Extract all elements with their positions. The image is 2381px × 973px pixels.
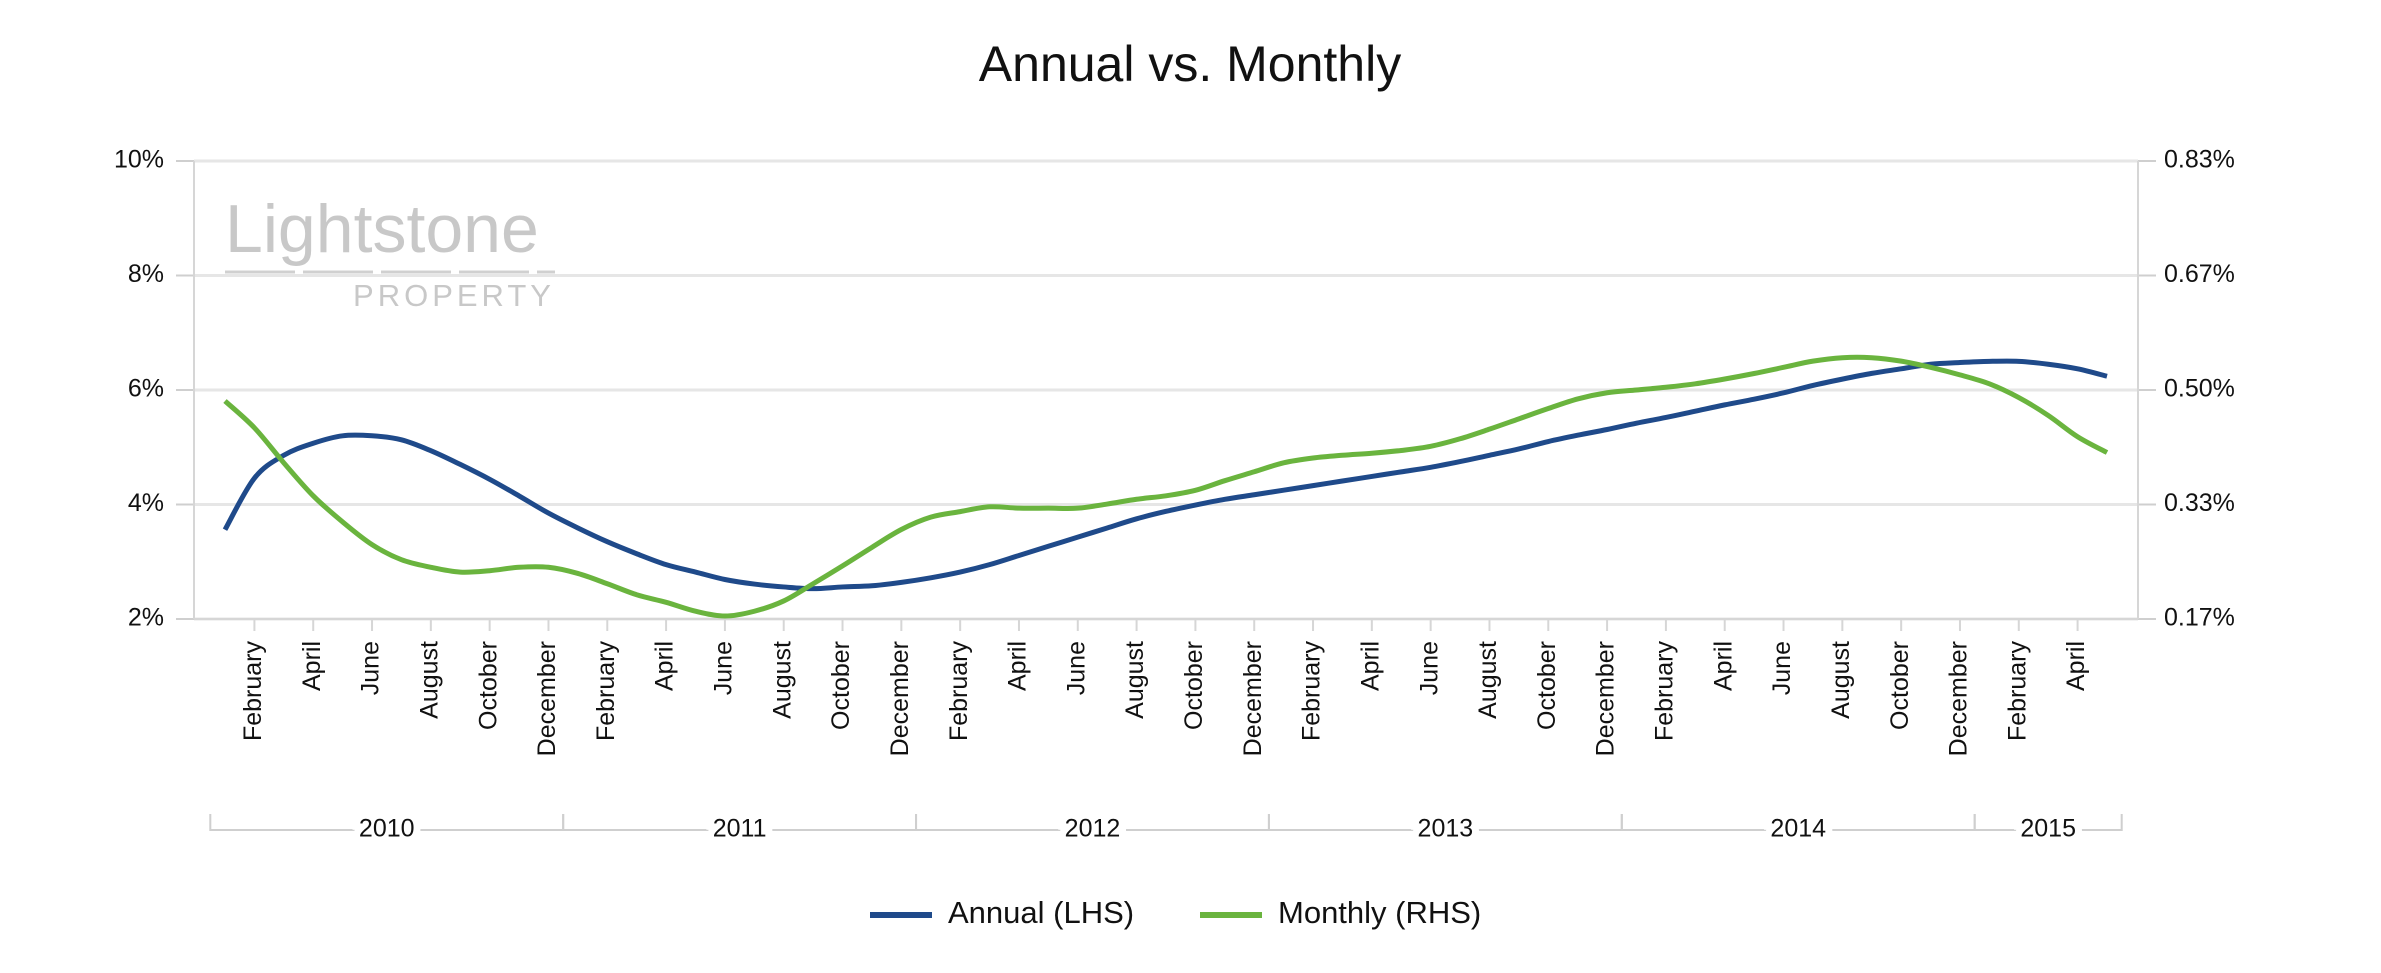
y-tick-label: 10% (114, 146, 164, 174)
x-tick-label: October (827, 641, 855, 730)
x-tick-label: October (1533, 641, 1561, 730)
x-tick-label: June (1415, 641, 1443, 695)
x-tick-label: June (1062, 641, 1090, 695)
watermark: Lightstone (225, 191, 539, 267)
x-tick-label: October (1180, 641, 1208, 730)
x-tick-label: August (1121, 641, 1149, 719)
x-tick-label: December (1592, 641, 1620, 756)
x-tick-label: June (357, 641, 385, 695)
x-tick-label: April (651, 641, 679, 691)
x-tick-label: February (1651, 641, 1679, 742)
y-tick-label: 8% (128, 260, 164, 288)
legend-label: Annual (LHS) (948, 895, 1134, 930)
y-tick-label: 6% (128, 375, 164, 403)
x-tick-label: August (1827, 641, 1855, 719)
x-tick-label: April (1356, 641, 1384, 691)
group-bracket (1973, 814, 2123, 831)
y2-tick-label: 0.67% (2164, 260, 2235, 288)
x-tick-label: December (1239, 641, 1267, 756)
legend-label: Monthly (RHS) (1278, 895, 1481, 930)
x-group-label: 2013 (1418, 815, 1474, 843)
x-tick-label: December (1945, 641, 1973, 756)
x-group-label: 2015 (2020, 815, 2076, 843)
x-tick-label: February (2003, 641, 2031, 742)
y-tick-label: 2% (128, 604, 164, 632)
x-tick-label: December (533, 641, 561, 756)
x-tick-label: October (1886, 641, 1914, 730)
y-tick-label: 4% (128, 489, 164, 517)
x-tick-label: October (474, 641, 502, 730)
x-group-label: 2012 (1065, 815, 1121, 843)
x-group-label: 2010 (359, 815, 415, 843)
y2-tick-label: 0.83% (2164, 146, 2235, 174)
x-tick-label: February (239, 641, 267, 742)
y2-tick-label: 0.50% (2164, 375, 2235, 403)
x-tick-label: June (1768, 641, 1796, 695)
y2-tick-label: 0.33% (2164, 489, 2235, 517)
x-tick-label: August (1474, 641, 1502, 719)
x-tick-label: April (1004, 641, 1032, 691)
x-tick-label: April (298, 641, 326, 691)
x-tick-label: April (1709, 641, 1737, 691)
x-tick-label: April (2062, 641, 2090, 691)
x-tick-label: February (945, 641, 973, 742)
x-tick-label: August (415, 641, 443, 719)
series-line (223, 354, 2109, 619)
x-tick-label: August (768, 641, 796, 719)
x-group-label: 2014 (1770, 815, 1826, 843)
x-tick-label: December (886, 641, 914, 756)
x-tick-label: February (592, 641, 620, 742)
series-line (222, 358, 2108, 592)
x-tick-label: June (710, 641, 738, 695)
watermark: PROPERTY (353, 278, 555, 313)
x-group-label: 2011 (713, 815, 767, 843)
x-tick-label: February (1298, 641, 1326, 742)
y2-tick-label: 0.17% (2164, 604, 2235, 632)
chart-title: Annual vs. Monthly (979, 36, 1401, 92)
